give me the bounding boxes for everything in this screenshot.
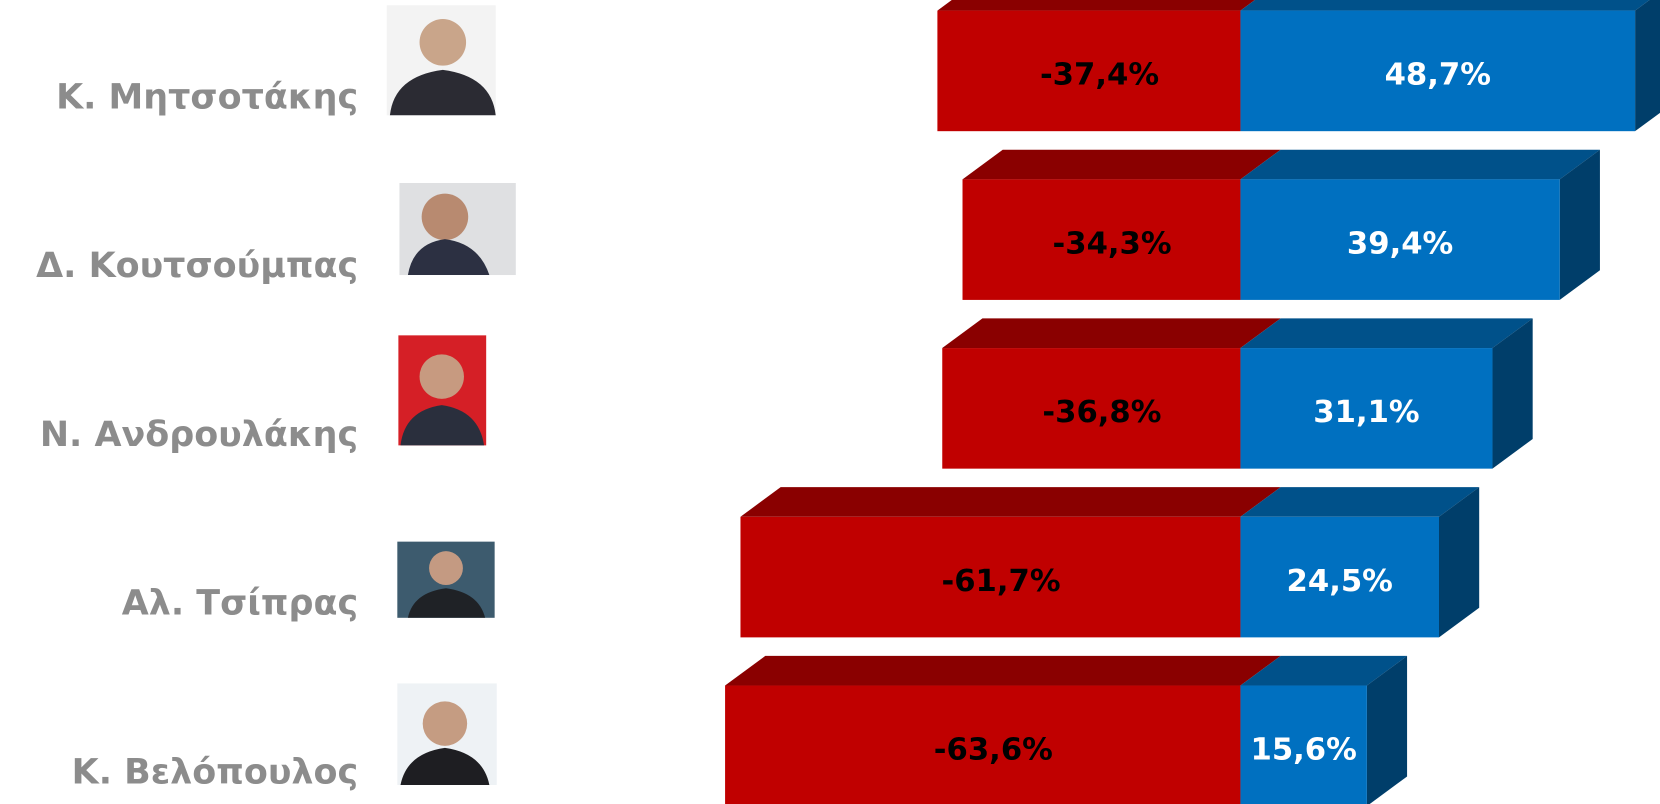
value-label: 39,4%: [1347, 226, 1453, 261]
category-label: Δ. Κουτσούμπας: [36, 246, 358, 286]
bar-top: [740, 487, 1280, 517]
photo: [387, 5, 496, 115]
value-label: 15,6%: [1250, 733, 1356, 768]
value-label: -36,8%: [1042, 395, 1161, 430]
bar-top: [942, 318, 1280, 348]
value-label: -61,7%: [942, 564, 1061, 599]
photo: [397, 683, 496, 785]
category-label: Κ. Βελόπουλος: [72, 752, 359, 792]
chart: Κ. Μητσοτάκης -37,4% 48,7% Δ. Κουτσούμπας -3…: [0, 0, 1660, 804]
photo: [399, 183, 515, 275]
value-label: -37,4%: [1040, 58, 1159, 93]
bars: Κ. Μητσοτάκης -37,4% 48,7% Δ. Κουτσούμπας -3…: [36, 0, 1660, 804]
value-label: 48,7%: [1385, 58, 1491, 93]
value-label: 24,5%: [1287, 564, 1393, 599]
category-label: Αλ. Τσίπρας: [122, 584, 358, 624]
bar-top: [1240, 150, 1599, 180]
value-label: -34,3%: [1053, 226, 1172, 261]
value-label: -63,6%: [934, 733, 1053, 768]
bar-top: [1240, 318, 1532, 348]
bar-top: [963, 150, 1281, 180]
photo: [398, 335, 486, 445]
category-label: Κ. Μητσοτάκης: [56, 77, 358, 117]
photo: [397, 542, 494, 618]
bar-side: [1635, 0, 1660, 131]
bar-top: [1240, 487, 1479, 517]
category-label: Ν. Ανδρουλάκης: [40, 415, 358, 455]
page: Κ. Μητσοτάκης -37,4% 48,7% Δ. Κουτσούμπας -3…: [0, 0, 1660, 804]
bar-top: [1240, 0, 1660, 11]
bar-top: [937, 0, 1280, 11]
bar-top: [725, 656, 1281, 686]
value-label: 31,1%: [1313, 395, 1419, 430]
photos: [387, 5, 516, 785]
